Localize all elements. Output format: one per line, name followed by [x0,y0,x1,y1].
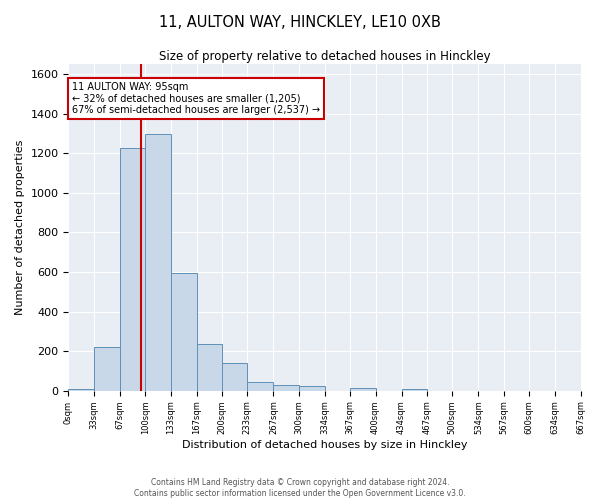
Text: Contains HM Land Registry data © Crown copyright and database right 2024.
Contai: Contains HM Land Registry data © Crown c… [134,478,466,498]
Bar [350,388,376,390]
Bar [120,148,145,390]
Bar [94,347,120,391]
Text: 11 AULTON WAY: 95sqm
← 32% of detached houses are smaller (1,205)
67% of semi-de: 11 AULTON WAY: 95sqm ← 32% of detached h… [72,82,320,115]
Bar [222,363,247,390]
Bar [145,134,170,390]
Bar [274,385,299,390]
Bar [197,344,222,391]
X-axis label: Distribution of detached houses by size in Hinckley: Distribution of detached houses by size … [182,440,467,450]
Bar [247,382,274,390]
Bar [401,388,427,390]
Text: 11, AULTON WAY, HINCKLEY, LE10 0XB: 11, AULTON WAY, HINCKLEY, LE10 0XB [159,15,441,30]
Title: Size of property relative to detached houses in Hinckley: Size of property relative to detached ho… [158,50,490,63]
Bar [68,388,94,390]
Bar [170,273,197,390]
Bar [299,386,325,390]
Y-axis label: Number of detached properties: Number of detached properties [15,140,25,315]
